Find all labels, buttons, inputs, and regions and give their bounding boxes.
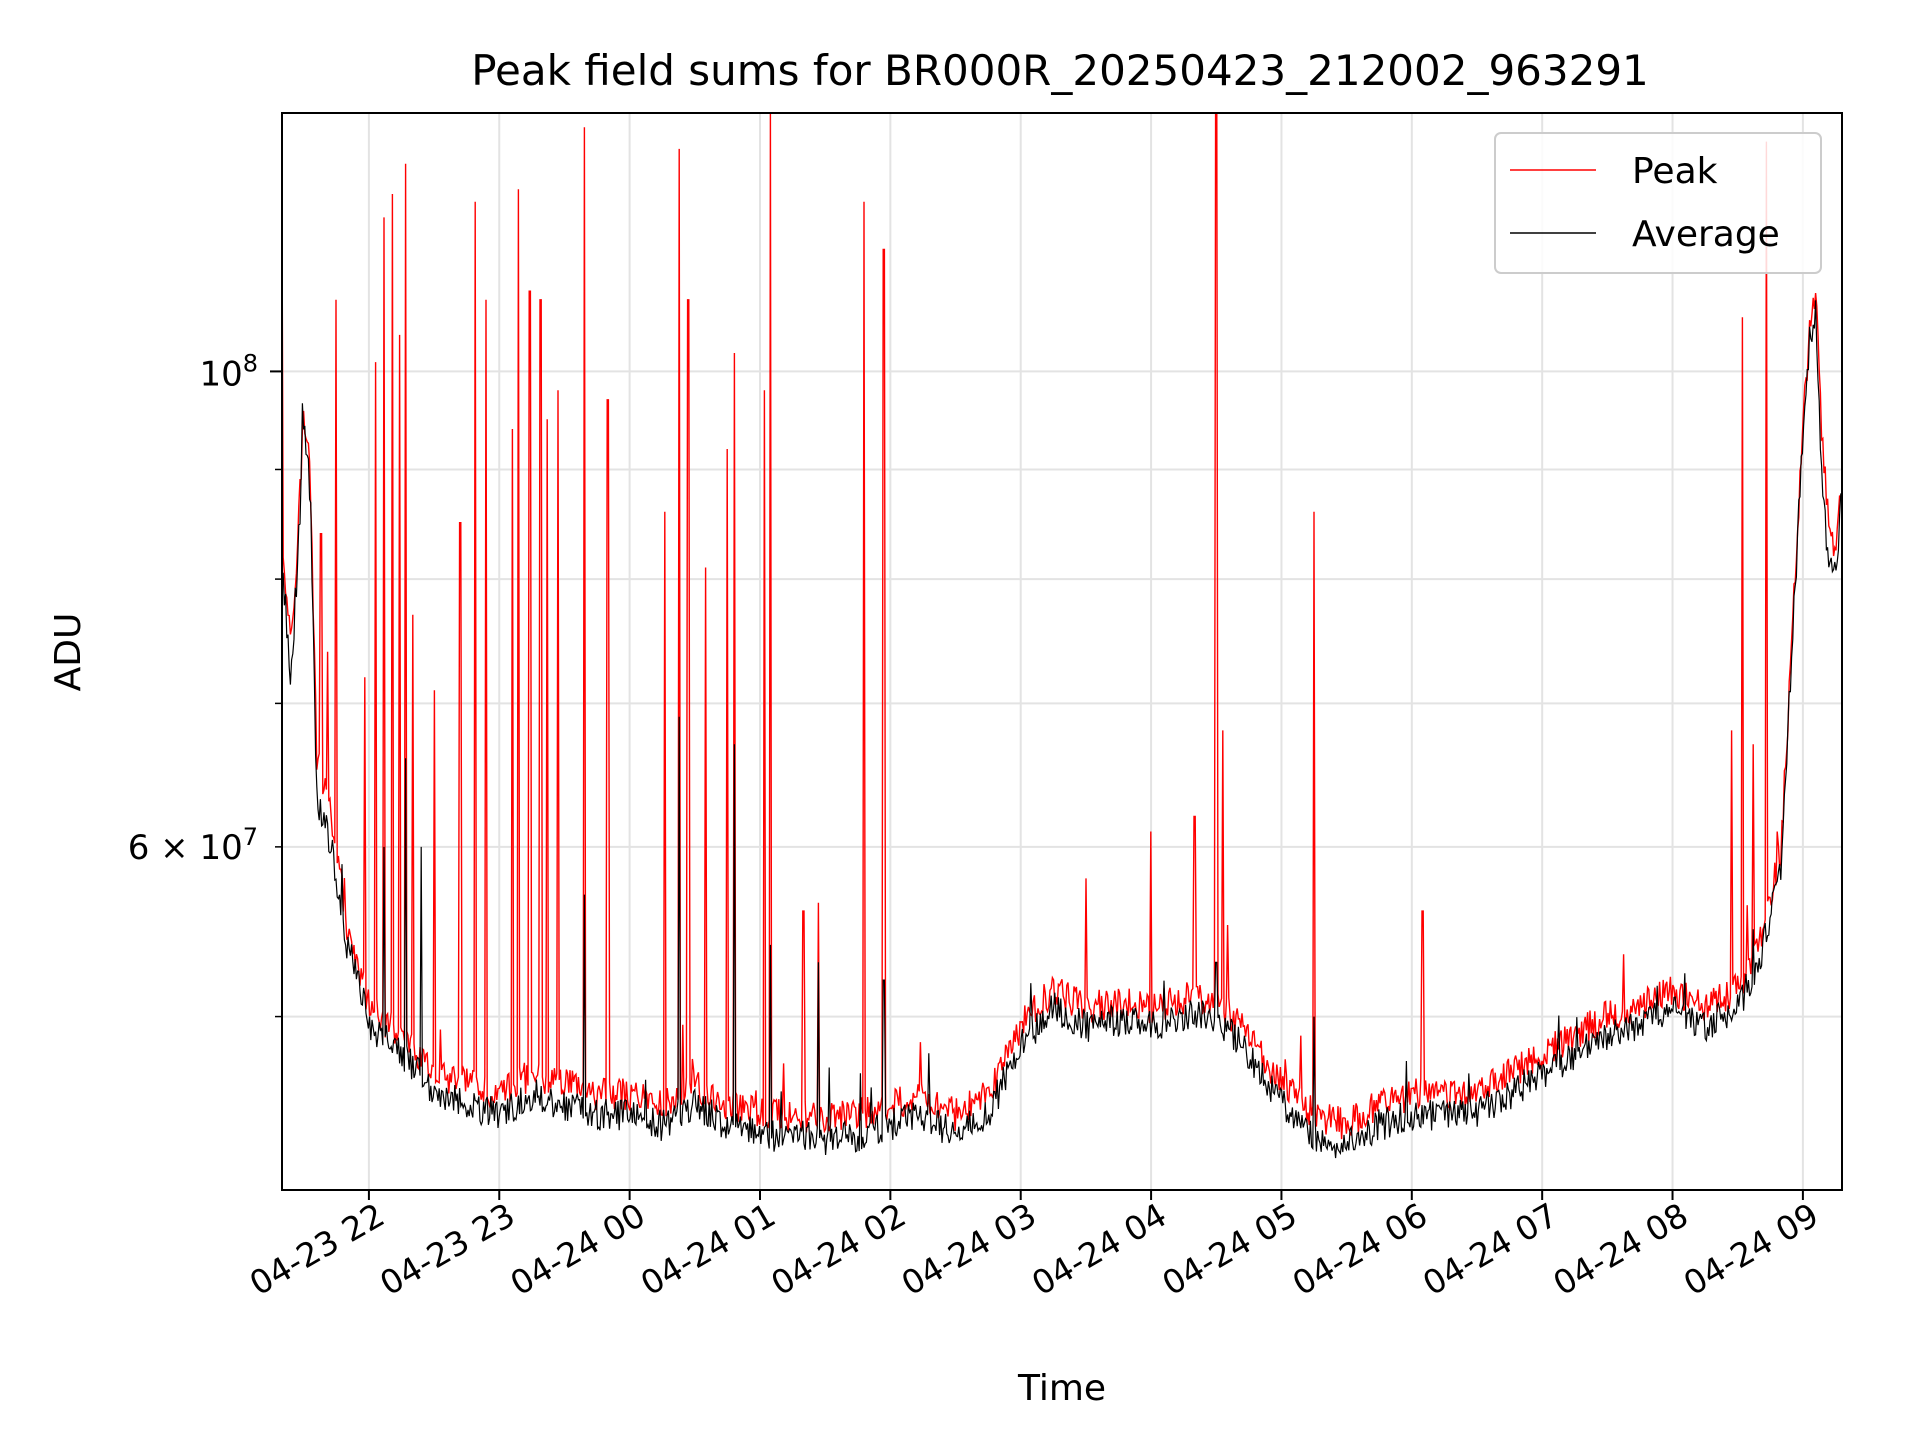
legend-label-average: Average: [1632, 214, 1780, 255]
legend: Peak Average: [1494, 132, 1822, 274]
grid: [282, 113, 1842, 1190]
x-tick-label: 04-24 00: [504, 1195, 652, 1303]
chart-title: Peak field sums for BR000R_20250423_2120…: [471, 46, 1649, 95]
plot-frame: [281, 112, 1843, 1191]
y-tick-label: 108: [199, 349, 258, 394]
series-layer: [282, 113, 1842, 1159]
y-axis: 108 6 × 107: [128, 349, 282, 1018]
x-tick-label: 04-24 04: [1025, 1195, 1173, 1303]
legend-box: [1494, 132, 1822, 274]
x-tick-label: 04-24 02: [764, 1195, 912, 1303]
x-tick-label: 04-24 06: [1286, 1195, 1434, 1303]
x-tick-label: 04-24 03: [895, 1195, 1043, 1303]
legend-label-peak: Peak: [1632, 151, 1718, 192]
x-tick-label: 04-24 07: [1416, 1195, 1564, 1303]
series-line-average: [282, 300, 1842, 1159]
y-tick-label: 6 × 107: [128, 823, 258, 868]
x-tick-label: 04-24 09: [1677, 1195, 1825, 1303]
x-tick-label: 04-24 01: [634, 1195, 782, 1303]
series-line-peak: [282, 113, 1842, 1140]
y-axis-label: ADU: [48, 613, 89, 692]
x-tick-label: 04-24 08: [1547, 1195, 1695, 1303]
x-tick-label: 04-24 05: [1155, 1195, 1303, 1303]
x-tick-label: 04-23 22: [243, 1195, 391, 1303]
x-axis-label: Time: [1017, 1368, 1106, 1409]
x-tick-label: 04-23 23: [373, 1195, 521, 1303]
